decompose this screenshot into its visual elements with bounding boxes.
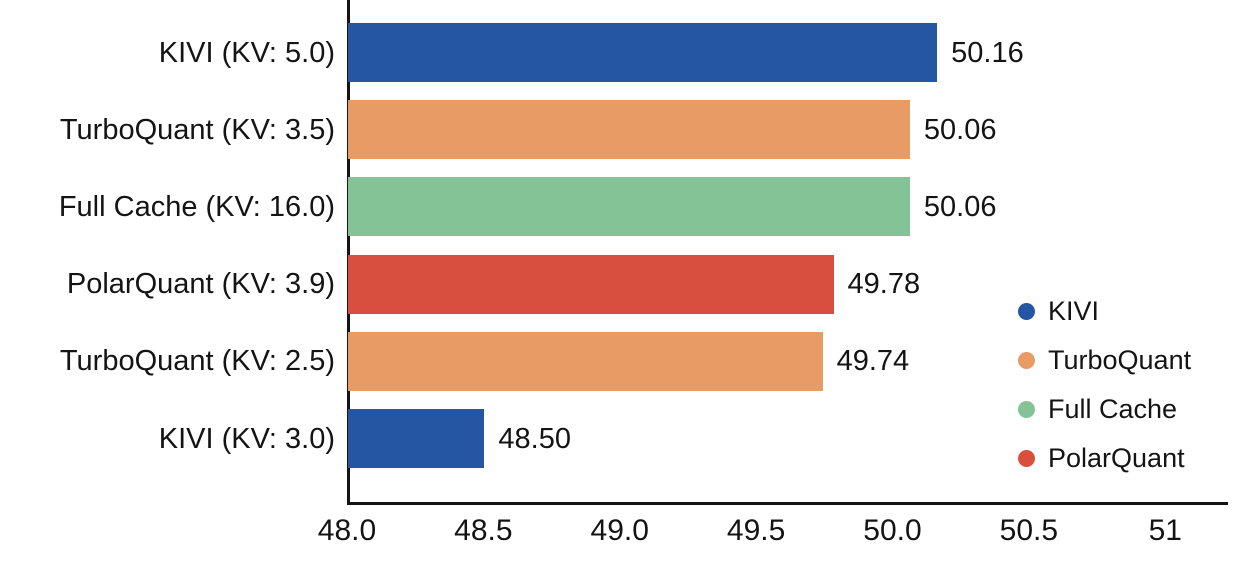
bar <box>348 23 938 82</box>
x-axis-line <box>347 502 1228 505</box>
value-label: 49.78 <box>847 268 921 301</box>
x-tick-label: 48.5 <box>454 514 513 547</box>
legend-label: Full Cache <box>1048 394 1178 424</box>
legend-entry: PolarQuant <box>1018 434 1191 483</box>
legend-label: KIVI <box>1048 296 1100 326</box>
x-tick-label: 50.0 <box>863 514 922 547</box>
category-label: TurboQuant (KV: 3.5) <box>59 113 335 146</box>
category-label: KIVI (KV: 3.0) <box>158 422 335 455</box>
legend: KIVI TurboQuant Full Cache PolarQuant <box>1018 287 1191 483</box>
x-tick-label: 49.0 <box>590 514 649 547</box>
legend-color-dot-icon <box>1018 303 1035 320</box>
value-label: 50.06 <box>923 113 997 146</box>
value-label: 49.74 <box>836 345 910 378</box>
category-label: PolarQuant (KV: 3.9) <box>66 268 335 301</box>
legend-entry: KIVI <box>1018 287 1191 336</box>
category-label: TurboQuant (KV: 2.5) <box>59 345 335 378</box>
x-tick-label: 48.0 <box>317 514 377 547</box>
bar <box>348 177 910 237</box>
x-tick-label: 50.5 <box>999 514 1059 547</box>
legend-label: TurboQuant <box>1048 345 1192 375</box>
x-tick-label: 49.5 <box>726 514 786 547</box>
category-label: KIVI (KV: 5.0) <box>158 36 335 69</box>
legend-entry: TurboQuant <box>1018 336 1191 385</box>
legend-label: PolarQuant <box>1048 443 1185 473</box>
bar <box>348 100 910 160</box>
bar <box>348 409 485 468</box>
y-axis-line <box>347 0 350 505</box>
legend-color-dot-icon <box>1018 401 1035 418</box>
category-label: Full Cache (KV: 16.0) <box>58 190 335 223</box>
bar <box>348 331 823 391</box>
x-tick-label: 51 <box>1148 514 1182 547</box>
legend-entry: Full Cache <box>1018 385 1191 434</box>
value-label: 48.50 <box>498 422 571 455</box>
bar <box>348 254 834 314</box>
legend-color-dot-icon <box>1018 450 1035 467</box>
value-label: 50.06 <box>923 190 997 223</box>
legend-color-dot-icon <box>1018 352 1035 369</box>
value-label: 50.16 <box>951 36 1024 69</box>
